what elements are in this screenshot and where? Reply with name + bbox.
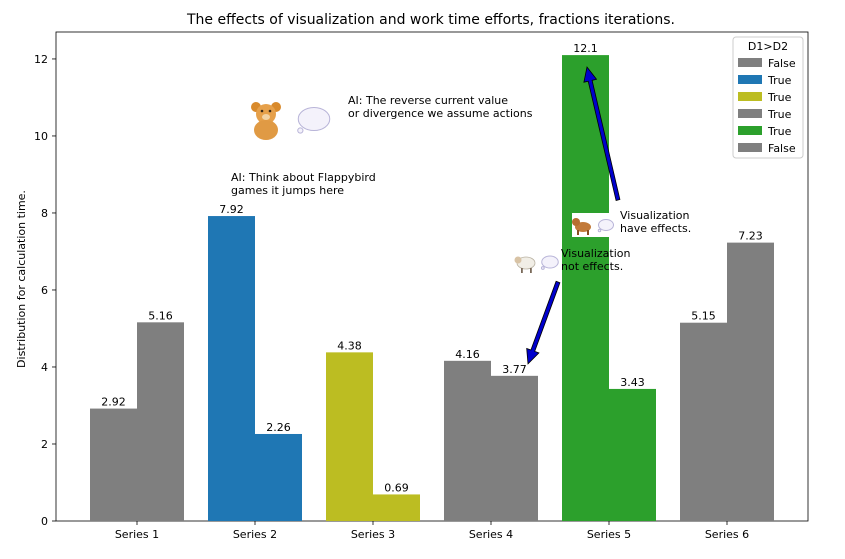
y-tick-label: 10 [34,130,48,143]
legend: D1>D2 False True True True True False [732,36,804,159]
chart-title: The effects of visualization and work ti… [186,12,675,28]
bar-6-a [680,322,727,521]
data-label: 7.92 [219,203,244,216]
dog-icon [572,218,591,235]
y-tick-label: 0 [41,515,48,528]
data-label: 2.26 [266,421,291,434]
annotation-text: or divergence we assume actions [348,107,533,120]
legend-label: True [767,91,792,104]
legend-label: False [768,142,796,155]
x-tick-label: Series 5 [587,528,631,541]
thought-bubble-icon [297,106,331,134]
legend-swatch [738,143,762,152]
x-tick-label: Series 2 [233,528,277,541]
legend-swatch [738,75,762,84]
data-label: 12.1 [573,42,598,55]
bar-1-b [137,322,184,521]
annotation-text: AI: Think about Flappybird [231,171,376,184]
annotation-text: have effects. [620,222,691,235]
legend-title: D1>D2 [748,40,788,53]
y-tick-label: 6 [41,284,48,297]
x-tick-label: Series 6 [705,528,749,541]
annotation-text: AI: The reverse current value [348,94,508,107]
plot-area [55,31,809,522]
y-tick-label: 12 [34,53,48,66]
data-label: 4.38 [337,339,362,352]
bar-3-b [373,494,420,521]
annotation-arrow [526,280,561,365]
data-labels-group: 2.92 5.16 7.92 2.26 4.38 0.69 4.16 3.77 12.1 3.43… [101,42,763,494]
x-tick-label: Series 3 [351,528,395,541]
legend-swatch [738,109,762,118]
bar-5-b [609,388,656,521]
data-label: 5.15 [691,310,716,323]
y-tick-label: 8 [41,207,48,220]
y-tick-label: 2 [41,438,48,451]
legend-swatch [738,126,762,135]
data-label: 5.16 [148,309,173,322]
x-tick-label: Series 1 [115,528,159,541]
legend-label: True [767,74,792,87]
annotations-group: AI: The reverse current value or diverge… [231,66,691,365]
bar-4-a [444,360,491,521]
bar-2-a [208,216,255,521]
legend-label: True [767,125,792,138]
bar-6-b [727,242,774,522]
data-label: 0.69 [384,481,409,494]
bar-4-b [491,375,538,521]
annotation-text: not effects. [561,260,623,273]
data-label: 7.23 [738,230,763,243]
legend-label: True [767,108,792,121]
data-label: 3.77 [502,363,527,376]
y-axis-label: Distribution for calculation time. [15,190,28,368]
data-label: 4.16 [455,348,480,361]
data-label: 3.43 [620,376,645,389]
legend-swatch [738,92,762,101]
thought-bubble-icon [597,219,614,233]
annotation-text: Visualization [620,209,690,222]
y-axis: 0 2 4 6 8 10 12 [34,53,56,528]
annotation-text: games it jumps here [231,184,344,197]
bar-3-a [326,352,373,521]
annotation-arrow [583,66,621,201]
y-tick-label: 4 [41,361,48,374]
bar-1-a [90,408,137,521]
annotation-text: Visualization [561,247,631,260]
legend-swatch [738,58,762,67]
thought-bubble-icon [540,255,559,270]
teddy-bear-icon [251,102,281,140]
x-axis: Series 1 Series 2 Series 3 Series 4 Series 5… [115,521,749,541]
sheep-icon [514,256,536,273]
legend-label: False [768,57,796,70]
data-label: 2.92 [101,396,126,409]
bars-group [90,55,774,522]
bar-2-b [255,433,302,521]
x-tick-label: Series 4 [469,528,513,541]
